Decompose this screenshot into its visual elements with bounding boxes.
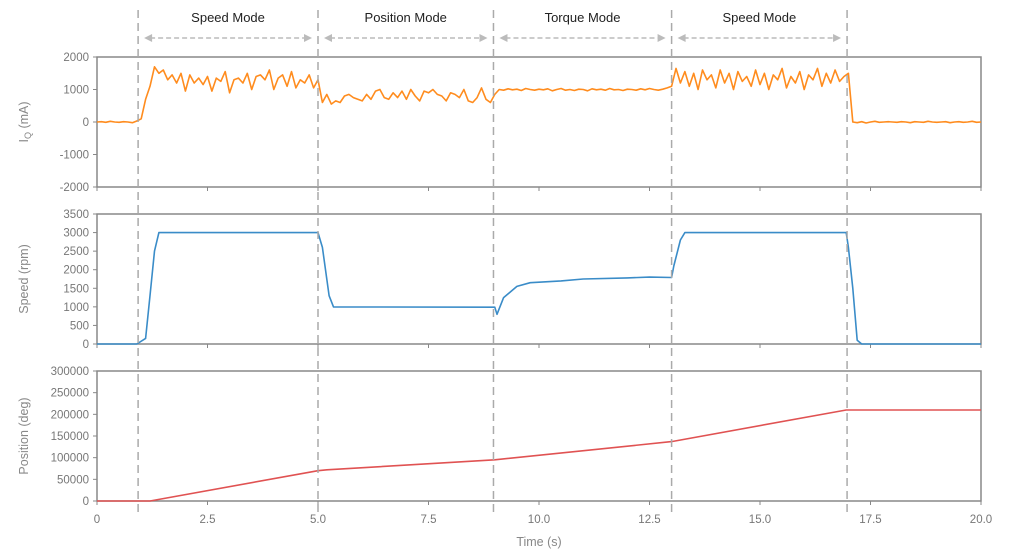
y-label-subscript: Q xyxy=(23,132,33,139)
position-y-tick-label: 100000 xyxy=(51,453,89,465)
arrow-left-icon xyxy=(144,34,153,42)
mode-label: Speed Mode xyxy=(191,10,265,25)
x-tick-label: 0 xyxy=(94,514,100,526)
x-tick-label: 20.0 xyxy=(970,514,992,526)
arrow-right-icon xyxy=(304,34,312,42)
position-plot-frame xyxy=(96,370,982,502)
current-y-tick-label: 1000 xyxy=(63,85,89,97)
y-label-unit: (mA) xyxy=(17,101,31,132)
current-y-tick-label: -2000 xyxy=(60,182,89,194)
arrow-right-icon xyxy=(657,34,666,42)
speed-y-tick-label: 3000 xyxy=(63,228,89,240)
position-y-tick-label: 50000 xyxy=(57,474,89,486)
position-y-tick-label: 200000 xyxy=(51,409,89,421)
speed-plot-frame xyxy=(96,213,982,345)
speed-y-tick-label: 3500 xyxy=(63,209,89,221)
position-y-tick-label: 250000 xyxy=(51,388,89,400)
speed-y-tick-label: 1500 xyxy=(63,283,89,295)
x-tick-label: 7.5 xyxy=(421,514,437,526)
x-tick-label: 10.0 xyxy=(528,514,550,526)
position-y-tick-label: 0 xyxy=(83,496,89,508)
speed-y-tick-label: 2000 xyxy=(63,265,89,277)
x-tick-label: 12.5 xyxy=(638,514,660,526)
speed-y-tick-label: 500 xyxy=(70,320,89,332)
arrow-right-icon xyxy=(833,34,842,42)
x-tick-label: 2.5 xyxy=(200,514,216,526)
speed-series-line xyxy=(97,231,981,345)
current-series-line xyxy=(96,66,982,124)
arrow-left-icon xyxy=(677,34,686,42)
current-y-tick-label: 0 xyxy=(83,117,89,129)
mode-label: Speed Mode xyxy=(722,10,796,25)
speed-y-tick-label: 0 xyxy=(83,339,89,351)
position-y-tick-label: 150000 xyxy=(51,431,89,443)
position-y-tick-label: 300000 xyxy=(51,366,89,378)
speed-y-tick-label: 1000 xyxy=(63,302,89,314)
position-y-axis-label: Position (deg) xyxy=(17,397,31,474)
y-label-main: I xyxy=(17,139,31,142)
current-y-tick-label: -1000 xyxy=(60,150,89,162)
arrow-left-icon xyxy=(499,34,508,42)
arrow-right-icon xyxy=(479,34,488,42)
mode-label: Torque Mode xyxy=(545,10,621,25)
x-tick-label: 17.5 xyxy=(859,514,881,526)
speed-y-axis-label: Speed (rpm) xyxy=(17,244,31,313)
speed-y-tick-label: 2500 xyxy=(63,246,89,258)
current-y-axis-label: IQ (mA) xyxy=(17,101,33,142)
position-series-line xyxy=(97,409,981,502)
x-axis-label: Time (s) xyxy=(516,535,561,549)
mode-label: Position Mode xyxy=(365,10,447,25)
x-tick-label: 5.0 xyxy=(310,514,326,526)
current-y-tick-label: 2000 xyxy=(63,52,89,64)
x-tick-label: 15.0 xyxy=(749,514,771,526)
arrow-left-icon xyxy=(324,34,332,42)
